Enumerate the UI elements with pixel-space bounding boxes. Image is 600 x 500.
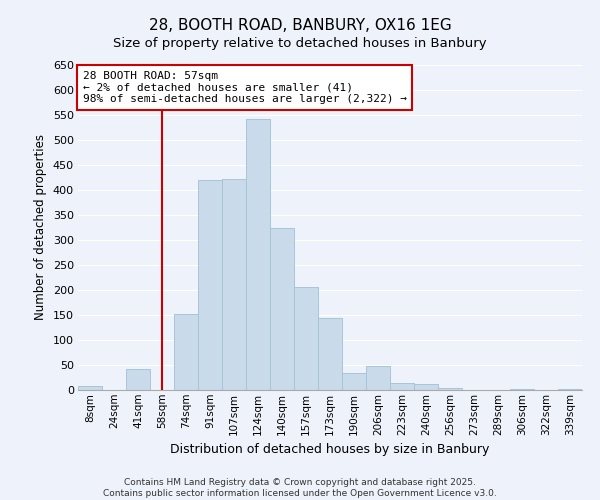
Bar	[558, 389, 582, 390]
Text: Size of property relative to detached houses in Banbury: Size of property relative to detached ho…	[113, 38, 487, 51]
Bar	[246, 118, 270, 390]
Bar	[390, 382, 414, 390]
X-axis label: Distribution of detached houses by size in Banbury: Distribution of detached houses by size …	[170, 443, 490, 456]
Bar	[366, 366, 390, 390]
Text: 28 BOOTH ROAD: 57sqm
← 2% of detached houses are smaller (41)
98% of semi-detach: 28 BOOTH ROAD: 57sqm ← 2% of detached ho…	[83, 71, 407, 104]
Bar	[198, 180, 222, 390]
Bar	[270, 228, 294, 390]
Text: Contains HM Land Registry data © Crown copyright and database right 2025.
Contai: Contains HM Land Registry data © Crown c…	[103, 478, 497, 498]
Bar	[342, 372, 366, 390]
Bar	[414, 384, 438, 390]
Y-axis label: Number of detached properties: Number of detached properties	[34, 134, 47, 320]
Bar	[318, 318, 342, 390]
Text: 28, BOOTH ROAD, BANBURY, OX16 1EG: 28, BOOTH ROAD, BANBURY, OX16 1EG	[149, 18, 451, 32]
Bar	[126, 368, 150, 390]
Bar	[510, 389, 534, 390]
Bar	[294, 287, 318, 390]
Bar	[174, 314, 198, 390]
Bar	[78, 386, 102, 390]
Bar	[438, 388, 462, 390]
Bar	[222, 179, 246, 390]
